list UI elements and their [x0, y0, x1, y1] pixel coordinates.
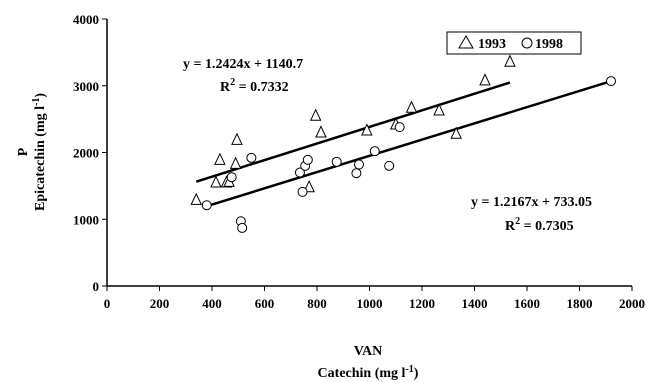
y-axis-title-line2: Epicatechin (mg l-1) [31, 93, 48, 211]
x-axis-title-line1: VAN [354, 344, 383, 359]
point-1998 [394, 122, 405, 133]
equation-1993: y = 1.2424x + 1140.7 [183, 57, 303, 72]
r2-1993: R2 = 0.7332 [220, 77, 289, 95]
point-1998 [226, 172, 237, 183]
y-axis-title-line1: P [16, 147, 31, 156]
y-tick-label: 3000 [73, 79, 99, 94]
point-1993 [229, 156, 242, 169]
trendline-1993 [195, 81, 511, 183]
point-1998 [354, 159, 364, 170]
legend-marker-1993 [458, 35, 474, 49]
point-1998 [246, 152, 257, 163]
y-axis-title: P [16, 147, 31, 156]
x-tick-label: 800 [307, 296, 327, 311]
equation-1998: y = 1.2167x + 733.05 [471, 195, 592, 210]
y-tick-label: 1000 [73, 212, 99, 227]
x-tick-label: 400 [202, 296, 222, 311]
x-tick-label: 1600 [514, 296, 540, 311]
x-tick-label: 1800 [567, 296, 593, 311]
y-axis-title-2: Epicatechin (mg l-1) [31, 93, 48, 211]
point-1998 [369, 146, 380, 157]
trendlines [195, 79, 612, 208]
x-tick-label: 200 [150, 296, 170, 311]
legend: 1993 1998 [446, 31, 582, 55]
point-1998 [351, 168, 362, 179]
point-1993 [479, 73, 491, 86]
point-1993 [315, 125, 327, 138]
y-tick-label: 4000 [73, 12, 99, 27]
legend-label-1998: 1998 [535, 37, 563, 52]
x-tick-label: 1000 [357, 296, 383, 311]
markers [190, 54, 616, 233]
x-tick-label: 1400 [462, 296, 488, 311]
point-1993 [231, 132, 243, 145]
point-1998 [294, 167, 305, 178]
point-1998 [201, 200, 212, 211]
point-1998 [237, 222, 248, 233]
x-tick-label: 2000 [619, 296, 645, 311]
trendline-1998 [206, 79, 612, 208]
x-tick-label: 600 [255, 296, 275, 311]
x-tick-label: 0 [104, 296, 111, 311]
point-1993 [309, 108, 322, 121]
x-tick-label: 1200 [409, 296, 435, 311]
legend-box [446, 31, 582, 55]
point-1993 [190, 192, 203, 205]
point-1998 [297, 186, 308, 197]
y-tick-label: 2000 [73, 146, 99, 161]
point-1993 [504, 54, 516, 67]
plot-background [107, 19, 632, 286]
r2-1998: R2 = 0.7305 [505, 216, 574, 234]
legend-marker-1998 [521, 37, 533, 49]
x-axis-title-line2: Catechin (mg l-1) [318, 364, 419, 381]
point-1998 [606, 76, 616, 87]
point-1993 [433, 103, 445, 116]
point-1993 [210, 175, 222, 188]
plot-area [107, 19, 632, 286]
point-1993 [450, 126, 462, 139]
point-1993 [214, 152, 226, 165]
point-1993 [361, 123, 373, 136]
point-1998 [384, 160, 395, 171]
legend-label-1993: 1993 [478, 37, 506, 52]
point-1993 [405, 100, 418, 113]
axes: 0 1000 2000 3000 4000 0 200 400 600 800 1000 1200 14… [73, 12, 645, 311]
point-1998 [302, 154, 313, 165]
point-1998 [331, 156, 342, 167]
y-tick-label: 0 [93, 279, 100, 294]
